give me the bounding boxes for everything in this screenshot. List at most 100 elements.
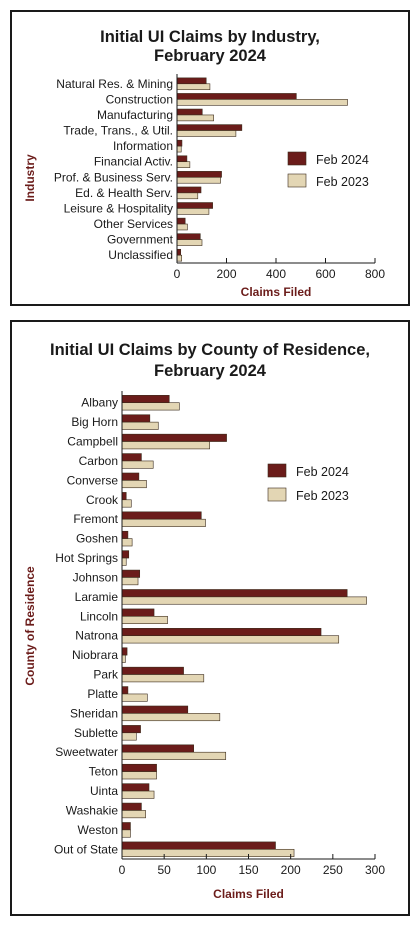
category-label: Washakie [66,803,119,817]
category-label: Out of State [54,842,118,856]
category-label: Sublette [74,726,118,740]
bar-feb-2023 [121,674,205,683]
category-label: Johnson [73,570,118,584]
bar-feb-2023 [121,577,139,586]
bar-feb-2024 [121,647,128,656]
bar-feb-2023 [121,732,137,741]
category-label: Leisure & Hospitality [64,201,173,215]
bar-feb-2023 [176,223,188,231]
category-label: Government [107,233,174,247]
category-label: Natrona [75,629,118,643]
category-label: Sweetwater [55,745,118,759]
legend-label: Feb 2023 [296,489,349,503]
bar-feb-2024 [121,822,131,831]
legend-label: Feb 2023 [316,175,369,189]
bar-feb-2024 [176,108,203,116]
category-label: Teton [89,765,118,779]
bar-feb-2023 [176,239,203,246]
x-axis-title: Claims Filed [213,887,284,901]
bar-feb-2023 [121,635,340,644]
county-bar-chart: Initial UI Claims by County of Residence… [23,341,385,901]
bar-feb-2024 [121,666,184,675]
bar-feb-2024 [121,414,151,423]
bar-feb-2024 [121,802,142,811]
bar-feb-2023 [121,460,154,469]
x-tick-label: 400 [266,267,286,281]
bar-feb-2024 [176,186,202,194]
bar-feb-2023 [121,810,146,819]
x-tick-label: 0 [119,863,126,877]
bar-feb-2024 [121,686,129,695]
legend-swatch [287,173,307,188]
bar-feb-2023 [176,254,183,262]
bar-feb-2024 [176,139,183,147]
bar-feb-2024 [176,93,297,100]
bar-feb-2024 [176,155,188,163]
bar-feb-2023 [121,499,132,508]
category-label: Sheridan [70,706,118,720]
category-label: Fremont [73,512,118,526]
bar-feb-2024 [121,763,157,772]
bar-feb-2024 [121,453,142,462]
industry-chart-panel: Initial UI Claims by Industry, February 2… [10,10,410,306]
x-axis-title: Claims Filed [241,285,312,299]
category-label: Lincoln [80,609,118,623]
category-label: Unclassified [108,248,173,262]
bar-feb-2024 [121,589,348,598]
bar-feb-2024 [176,77,207,85]
category-label: Park [93,668,119,682]
bar-feb-2024 [121,569,141,578]
chart-title-line: February 2024 [154,362,267,380]
legend-swatch [267,487,287,502]
bar-feb-2023 [121,480,147,489]
category-label: Other Services [94,217,173,231]
bar-feb-2024 [121,492,127,501]
category-label: Construction [106,92,173,106]
bar-feb-2023 [176,83,211,91]
bar-feb-2023 [121,829,131,838]
chart-title-line: Initial UI Claims by County of Residence… [50,341,370,359]
category-label: Prof. & Business Serv. [54,170,173,184]
category-label: Albany [81,396,118,410]
bar-feb-2024 [176,124,243,131]
x-tick-label: 0 [174,267,181,281]
category-label: Converse [67,473,119,487]
x-tick-label: 250 [323,863,343,877]
y-axis-title: County of Residence [23,566,37,686]
bar-feb-2024 [176,233,201,240]
bar-feb-2023 [121,615,168,624]
x-tick-label: 800 [365,267,385,281]
bar-feb-2023 [121,693,148,702]
category-label: Campbell [67,435,118,449]
bar-feb-2024 [176,217,186,225]
bar-feb-2023 [121,790,155,799]
category-label: Niobrara [72,648,118,662]
category-label: Big Horn [71,415,118,429]
county-chart-panel: Initial UI Claims by County of Residence… [10,320,410,916]
bar-feb-2023 [176,130,237,137]
bar-feb-2024 [121,550,130,559]
bar-feb-2023 [121,848,295,857]
x-tick-label: 200 [281,863,301,877]
bar-feb-2024 [121,511,202,520]
bar-feb-2023 [121,518,206,527]
bar-feb-2023 [176,176,221,184]
bar-feb-2024 [121,628,322,637]
bar-feb-2024 [121,433,227,442]
category-label: Hot Springs [55,551,118,565]
bar-feb-2024 [121,395,170,404]
x-tick-label: 100 [196,863,216,877]
x-tick-label: 600 [315,267,335,281]
bar-feb-2024 [121,530,129,539]
bar-feb-2024 [121,705,189,714]
x-tick-label: 200 [216,267,236,281]
bar-feb-2023 [121,402,180,411]
industry-bar-chart: Initial UI Claims by Industry,February 2… [23,28,385,299]
category-label: Trade, Trans., & Util. [63,124,173,138]
bar-feb-2024 [121,783,150,792]
chart-title-line: Initial UI Claims by Industry, [100,28,320,46]
bar-feb-2024 [121,841,276,850]
bar-feb-2024 [121,608,155,617]
category-label: Manufacturing [97,108,173,122]
category-label: Financial Activ. [94,155,173,169]
